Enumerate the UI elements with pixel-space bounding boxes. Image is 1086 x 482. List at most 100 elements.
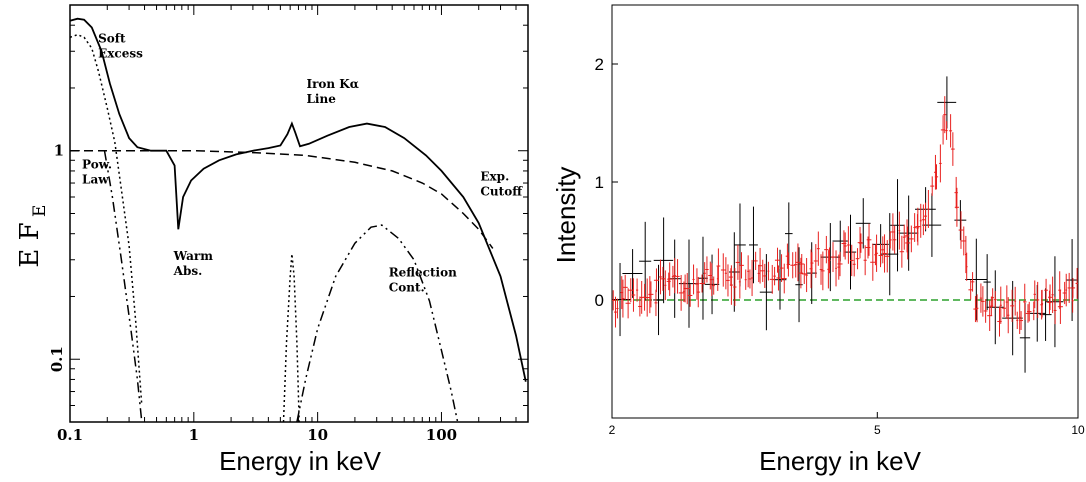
data-point-red — [908, 225, 914, 253]
data-point-black — [965, 238, 987, 321]
chart-panel-right: 2 5 10 2 1 0 Energy in keV Intensity — [540, 0, 1086, 477]
annotation-line: Law — [82, 173, 109, 187]
data-point-red — [846, 226, 850, 264]
data-point-black — [698, 236, 708, 320]
data-point-red — [819, 254, 823, 285]
data-point-black — [653, 217, 674, 304]
data-point-black — [937, 76, 957, 129]
data-point-red — [850, 244, 854, 277]
data-point-black — [749, 206, 758, 284]
data-point-red — [696, 276, 701, 308]
x-tick-label: 10 — [1071, 423, 1085, 437]
y-tick-label: 0.1 — [48, 346, 66, 372]
data-point-red — [1047, 290, 1052, 315]
data-point-red — [733, 268, 737, 306]
data-point-red — [830, 242, 836, 273]
data-point-red — [644, 278, 650, 317]
data-point-red — [902, 224, 906, 250]
data-point-red — [1051, 276, 1054, 313]
data-point-red — [950, 132, 955, 166]
data-point-red — [625, 288, 631, 319]
data-point-red — [654, 289, 658, 317]
data-point-red — [799, 253, 805, 275]
y-tick-label: 1 — [54, 142, 64, 160]
data-point-red — [904, 219, 910, 253]
data-point-red — [821, 251, 825, 291]
data-point-red — [779, 254, 784, 282]
data-point-red — [638, 296, 642, 317]
data-point-red — [724, 257, 727, 290]
data-point-red — [758, 247, 763, 284]
data-point-red — [1075, 267, 1078, 299]
annotation-line: Cont. — [389, 280, 425, 294]
data-point-red — [769, 264, 775, 294]
annotation-line: Cutoff — [480, 184, 523, 198]
data-point-black — [881, 213, 899, 296]
data-point-red — [753, 251, 758, 270]
chart-panel-left: 0.1 1 10 100 1 0.1 Energy in keV E F E Soft Excess… — [0, 0, 540, 477]
y-tick-label: 1 — [595, 173, 604, 192]
data-point-red — [684, 273, 690, 305]
data-point-red — [738, 265, 741, 299]
data-point-red — [1036, 281, 1040, 318]
x-tick-label: 1 — [189, 426, 199, 444]
data-point-red — [843, 232, 847, 260]
data-point-red — [748, 269, 752, 289]
y-axis-title-main: E F — [15, 222, 45, 267]
data-point-red — [875, 234, 879, 272]
data-point-red — [1053, 296, 1057, 325]
data-point-red — [671, 265, 674, 288]
data-point-red — [878, 243, 883, 268]
data-point-red — [1057, 289, 1063, 324]
data-point-red — [1010, 289, 1015, 322]
data-point-red — [795, 243, 801, 282]
data-point-red — [954, 187, 960, 227]
data-point-red — [981, 286, 985, 317]
data-point-red — [751, 259, 754, 297]
data-point-red — [888, 231, 892, 249]
y-axis-title: Intensity — [551, 167, 581, 264]
data-point-red — [919, 203, 922, 238]
data-point-red — [628, 278, 634, 303]
data-point-red — [1044, 278, 1048, 302]
x-axis-title: Energy in keV — [759, 446, 922, 476]
data-point-red — [726, 264, 730, 297]
data-point-red — [993, 291, 997, 309]
plot-frame — [611, 4, 1079, 419]
data-point-red — [979, 283, 983, 313]
data-point-red — [653, 268, 659, 293]
data-point-red — [786, 252, 791, 277]
data-point-red — [866, 223, 872, 256]
data-point-red — [915, 207, 921, 246]
data-point-red — [1026, 301, 1032, 322]
data-point-red — [682, 281, 685, 303]
data-point-black — [1066, 239, 1078, 321]
data-point-red — [660, 266, 666, 291]
data-point-black — [855, 198, 871, 249]
data-point-red — [621, 279, 625, 318]
data-point-red — [934, 164, 939, 190]
data-point-red — [1032, 301, 1035, 321]
plot-frame — [69, 4, 529, 423]
data-point-red — [805, 258, 808, 293]
data-point-red — [658, 259, 663, 295]
data-point-red — [801, 263, 807, 285]
data-point-red — [949, 114, 953, 148]
annotation-line: Line — [306, 92, 336, 106]
data-point-red — [712, 276, 715, 295]
data-point-red — [699, 274, 705, 293]
annotation-line: Soft — [98, 32, 126, 46]
annotation-line: Pow. — [82, 158, 112, 172]
data-point-red — [813, 244, 818, 278]
data-point-red — [675, 259, 680, 294]
x-tick-label: 100 — [426, 426, 457, 444]
data-point-red — [927, 190, 930, 228]
y-tick-label: 0 — [595, 291, 604, 310]
series-line-solid-0 — [69, 17, 527, 382]
data-point-red — [798, 257, 803, 289]
data-point-red — [810, 252, 814, 274]
data-point-red — [1023, 283, 1027, 321]
x-tick-label: 10 — [307, 426, 328, 444]
data-point-red — [999, 286, 1002, 324]
